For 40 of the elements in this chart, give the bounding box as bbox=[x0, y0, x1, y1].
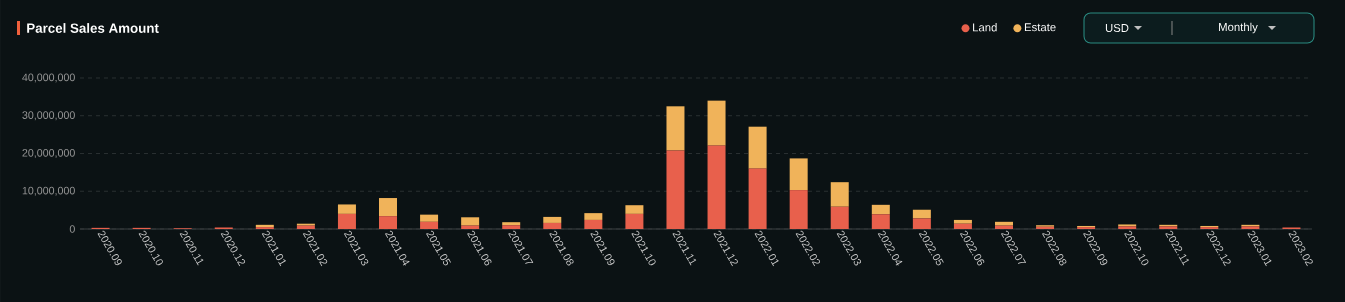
bar bbox=[912, 218, 931, 229]
bar bbox=[748, 126, 767, 169]
bar bbox=[830, 206, 849, 229]
y-tick-label: 30,000,000 bbox=[22, 111, 75, 121]
bar bbox=[420, 221, 439, 229]
bar bbox=[379, 198, 398, 217]
text: Monthly bbox=[1219, 22, 1258, 34]
y-tick-label: 0 bbox=[69, 225, 75, 233]
bar bbox=[871, 204, 890, 215]
y-tick-label: 10,000,000 bbox=[22, 186, 75, 196]
bar bbox=[912, 209, 931, 219]
bar bbox=[707, 100, 726, 146]
legend-label: Estate bbox=[1024, 23, 1056, 32]
bar bbox=[748, 168, 767, 229]
y-tick-label: 20,000,000 bbox=[22, 149, 75, 158]
bar bbox=[625, 205, 644, 214]
legend-label: Land bbox=[973, 23, 997, 32]
y-tick-label: 40,000,000 bbox=[22, 73, 75, 83]
text: USD bbox=[1105, 23, 1129, 32]
bar bbox=[379, 216, 398, 229]
bar bbox=[337, 213, 356, 229]
bar bbox=[789, 190, 808, 229]
bar bbox=[584, 213, 603, 220]
bar bbox=[543, 222, 562, 229]
bar bbox=[543, 216, 562, 223]
bar bbox=[461, 217, 480, 226]
bar bbox=[995, 221, 1013, 226]
bar bbox=[625, 213, 644, 229]
bar bbox=[830, 182, 849, 207]
bar bbox=[707, 145, 726, 229]
bar bbox=[871, 214, 890, 229]
bar bbox=[953, 223, 972, 229]
bar bbox=[337, 204, 356, 214]
bar bbox=[666, 106, 685, 151]
bar bbox=[953, 219, 972, 224]
bar bbox=[666, 150, 685, 229]
bar bbox=[420, 214, 439, 222]
bar bbox=[789, 158, 808, 191]
chart-title: Parcel Sales Amount bbox=[27, 23, 159, 33]
bar bbox=[584, 219, 603, 229]
